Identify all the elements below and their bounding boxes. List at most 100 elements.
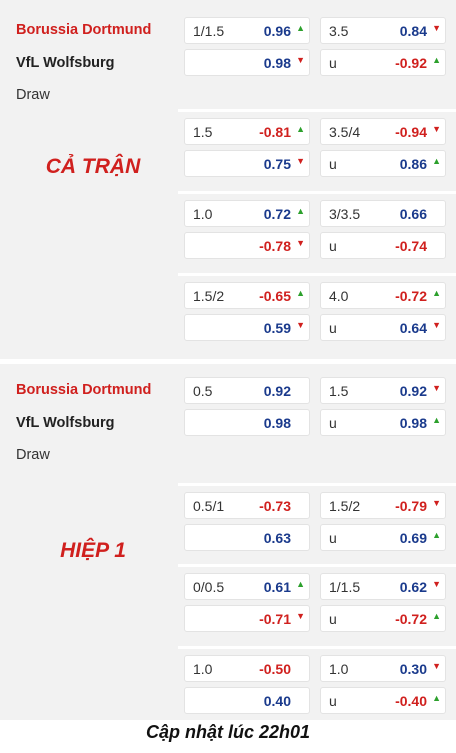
odds-value: 0.86 (399, 156, 427, 172)
line-label: 1/1.5 (329, 579, 361, 595)
odds-value: 0.75 (263, 156, 291, 172)
arrow-up-icon: ▲ (296, 288, 305, 298)
line-label: 1.5 (329, 383, 349, 399)
under-cell[interactable]: u 0.69 ▲ (320, 524, 446, 551)
odds-value: 0.98 (263, 55, 291, 71)
arrow-down-icon: ▼ (296, 611, 305, 621)
handicap-home-cell[interactable]: 1.0 -0.50 (184, 655, 310, 682)
handicap-away-cell[interactable]: -0.78 ▼ (184, 232, 310, 259)
under-cell[interactable]: u -0.72 ▲ (320, 605, 446, 632)
handicap-away-cell[interactable]: 0.98 ▼ (184, 49, 310, 76)
odds-value: 0.61 (263, 579, 291, 595)
under-cell[interactable]: u -0.74 (320, 232, 446, 259)
arrow-up-icon: ▲ (432, 288, 441, 298)
odds-value: -0.40 (395, 693, 427, 709)
odds-value: 0.96 (263, 23, 291, 39)
over-cell[interactable]: 4.0 -0.72 ▲ (320, 282, 446, 309)
group-separator (178, 646, 456, 649)
arrow-down-icon: ▼ (296, 55, 305, 65)
odds-value: 0.63 (263, 530, 291, 546)
handicap-home-cell[interactable]: 0.5 0.92 (184, 377, 310, 404)
arrow-down-icon: ▼ (432, 498, 441, 508)
line-label: 3.5 (329, 23, 349, 39)
handicap-home-cell[interactable]: 1.5 -0.81 ▲ (184, 118, 310, 145)
odds-value: -0.74 (395, 238, 427, 254)
last-updated-text: Cập nhật lúc 22h01 (145, 722, 311, 742)
handicap-away-cell[interactable]: 0.98 (184, 409, 310, 436)
odds-value: -0.72 (395, 611, 427, 627)
over-cell[interactable]: 3.5 0.84 ▼ (320, 17, 446, 44)
over-cell[interactable]: 3.5/4 -0.94 ▼ (320, 118, 446, 145)
odds-value: 0.40 (263, 693, 291, 709)
odds-value: -0.79 (395, 498, 427, 514)
draw-label: Draw (16, 447, 50, 463)
under-label: u (329, 55, 337, 71)
odds-value: -0.65 (259, 288, 291, 304)
odds-value: 0.30 (399, 661, 427, 677)
line-label: 0/0.5 (193, 579, 225, 595)
line-label: 4.0 (329, 288, 349, 304)
odds-value: 0.92 (399, 383, 427, 399)
arrow-down-icon: ▼ (296, 156, 305, 166)
handicap-home-cell[interactable]: 0/0.5 0.61 ▲ (184, 573, 310, 600)
under-cell[interactable]: u -0.92 ▲ (320, 49, 446, 76)
handicap-home-cell[interactable]: 1/1.5 0.96 ▲ (184, 17, 310, 44)
under-cell[interactable]: u 0.98 ▲ (320, 409, 446, 436)
arrow-down-icon: ▼ (296, 320, 305, 330)
handicap-away-cell[interactable]: 0.59 ▼ (184, 314, 310, 341)
handicap-home-cell[interactable]: 0.5/1 -0.73 (184, 492, 310, 519)
arrow-down-icon: ▼ (432, 579, 441, 589)
line-label: 1.5/2 (329, 498, 361, 514)
line-label: 1.0 (193, 206, 213, 222)
under-cell[interactable]: u 0.86 ▲ (320, 150, 446, 177)
handicap-home-cell[interactable]: 1.0 0.72 ▲ (184, 200, 310, 227)
away-team-name[interactable]: VfL Wolfsburg (16, 55, 115, 71)
handicap-away-cell[interactable]: 0.75 ▼ (184, 150, 310, 177)
over-cell[interactable]: 1.5/2 -0.79 ▼ (320, 492, 446, 519)
line-label: 1/1.5 (193, 23, 225, 39)
group-separator (178, 273, 456, 276)
group-separator (178, 483, 456, 486)
arrow-down-icon: ▼ (432, 383, 441, 393)
odds-value: 0.64 (399, 320, 427, 336)
over-cell[interactable]: 1.5 0.92 ▼ (320, 377, 446, 404)
handicap-away-cell[interactable]: 0.63 (184, 524, 310, 551)
handicap-away-cell[interactable]: 0.40 (184, 687, 310, 714)
period-title: HIỆP 1 (60, 539, 126, 562)
under-label: u (329, 693, 337, 709)
arrow-down-icon: ▼ (432, 320, 441, 330)
handicap-home-cell[interactable]: 1.5/2 -0.65 ▲ (184, 282, 310, 309)
line-label: 1.0 (329, 661, 349, 677)
draw-label: Draw (16, 87, 50, 103)
home-team-name[interactable]: Borussia Dortmund (16, 22, 152, 38)
odds-value: 0.98 (399, 415, 427, 431)
arrow-up-icon: ▲ (432, 611, 441, 621)
away-team-name[interactable]: VfL Wolfsburg (16, 415, 115, 431)
arrow-up-icon: ▲ (432, 55, 441, 65)
under-cell[interactable]: u 0.64 ▼ (320, 314, 446, 341)
arrow-down-icon: ▼ (432, 124, 441, 134)
odds-value: -0.78 (259, 238, 291, 254)
under-label: u (329, 415, 337, 431)
group-separator (178, 109, 456, 112)
arrow-up-icon: ▲ (432, 415, 441, 425)
odds-value: -0.94 (395, 124, 427, 140)
home-team-name[interactable]: Borussia Dortmund (16, 382, 152, 398)
under-label: u (329, 156, 337, 172)
handicap-away-cell[interactable]: -0.71 ▼ (184, 605, 310, 632)
odds-value: 0.66 (399, 206, 427, 222)
teams-panel: Borussia Dortmund VfL Wolfsburg Draw HIỆ… (8, 364, 178, 720)
under-cell[interactable]: u -0.40 ▲ (320, 687, 446, 714)
line-label: 0.5/1 (193, 498, 225, 514)
over-cell[interactable]: 1/1.5 0.62 ▼ (320, 573, 446, 600)
line-label: 0.5 (193, 383, 213, 399)
line-label: 3/3.5 (329, 206, 361, 222)
odds-value: 0.62 (399, 579, 427, 595)
arrow-down-icon: ▼ (432, 661, 441, 671)
line-label: 3.5/4 (329, 124, 361, 140)
odds-value: -0.50 (259, 661, 291, 677)
over-cell[interactable]: 3/3.5 0.66 (320, 200, 446, 227)
odds-value: 0.84 (399, 23, 427, 39)
over-cell[interactable]: 1.0 0.30 ▼ (320, 655, 446, 682)
arrow-down-icon: ▼ (296, 238, 305, 248)
